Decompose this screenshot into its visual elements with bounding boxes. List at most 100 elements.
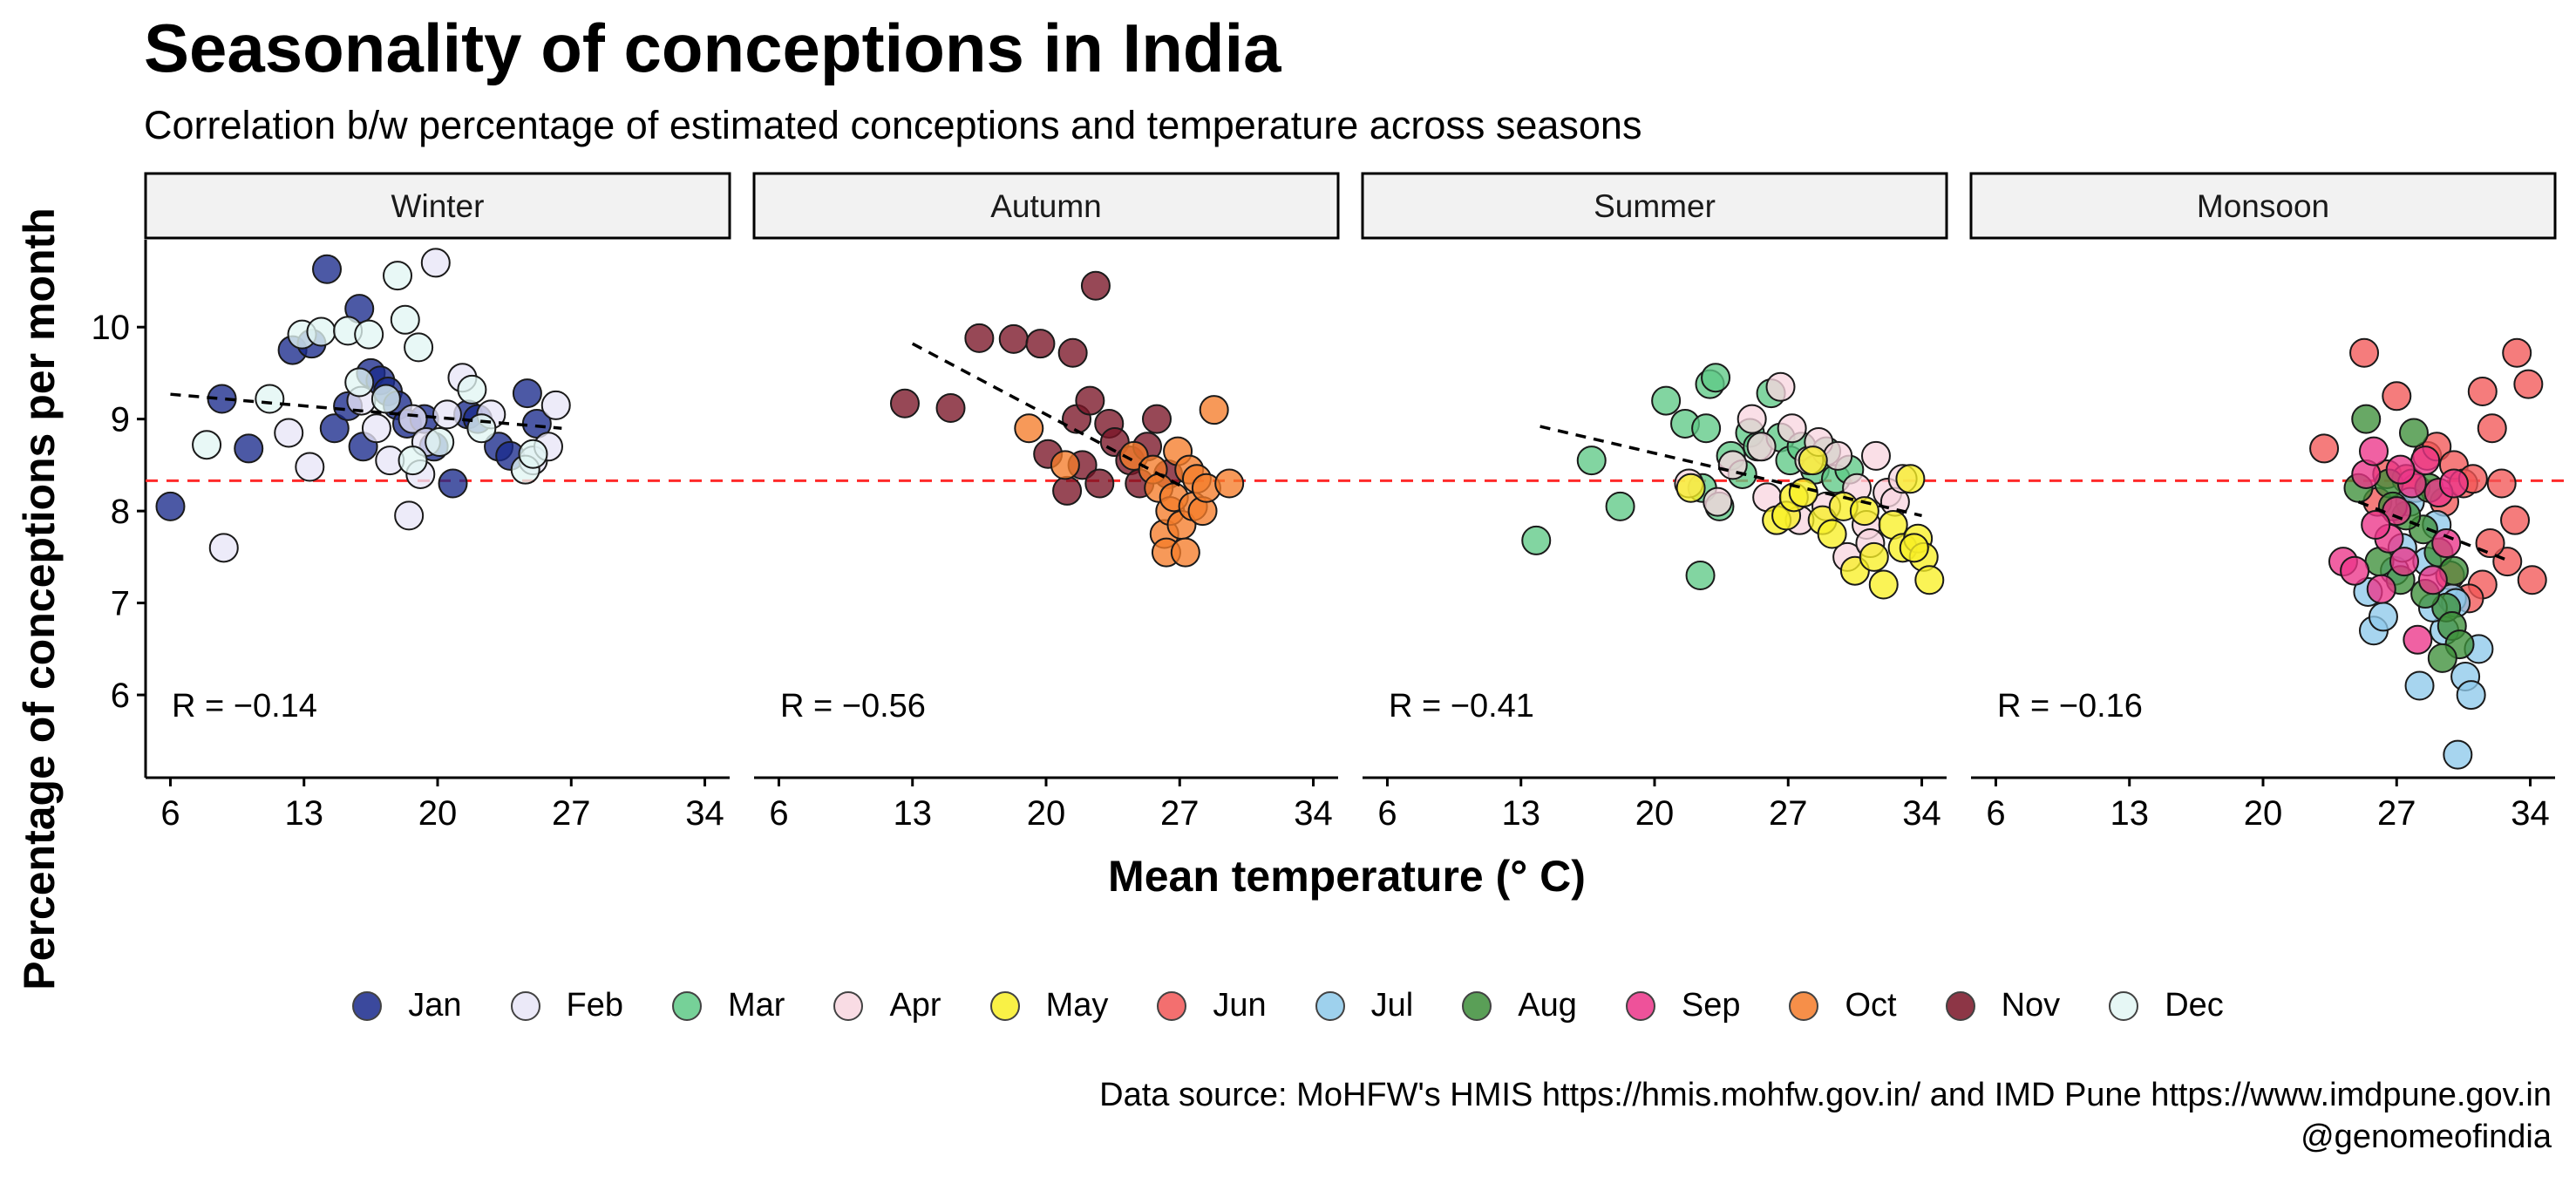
data-point-apr [1737, 404, 1767, 434]
data-point-nov [1025, 329, 1056, 359]
facet-panel-winter: Winter 6 13 20 27 34 R = −0.14 [144, 172, 731, 833]
data-point-feb [208, 533, 239, 563]
legend-swatch [2109, 990, 2139, 1021]
legend-item-jan: Jan [352, 987, 462, 1024]
data-point-feb [274, 418, 304, 448]
facet-strip [144, 172, 731, 240]
data-point-feb [394, 500, 425, 531]
data-point-apr [1823, 440, 1853, 471]
data-point-dec [383, 261, 413, 291]
legend-item-sep: Sep [1625, 987, 1741, 1024]
legend-item-apr: Apr [833, 987, 941, 1024]
data-point-apr [1703, 486, 1733, 517]
data-point-apr [1860, 440, 1891, 471]
legend-item-oct: Oct [1789, 987, 1897, 1024]
data-point-sep [2358, 436, 2389, 466]
data-point-sep [2340, 555, 2370, 586]
x-tick-label: 27 [1769, 794, 1808, 833]
legend-swatch [1315, 990, 1345, 1021]
chart-subtitle: Correlation b/w percentage of estimated … [144, 103, 1642, 147]
data-point-sep [2389, 547, 2420, 577]
data-point-dec [344, 367, 375, 398]
x-tick-label: 13 [2110, 794, 2149, 833]
x-tick-label: 6 [1986, 794, 2005, 833]
x-tick-label: 6 [1377, 794, 1397, 833]
legend-swatch [671, 990, 702, 1021]
x-tick-label: 20 [1027, 794, 1066, 833]
x-tick-label: 20 [418, 794, 458, 833]
trend-line [911, 342, 1181, 487]
data-point-sep [2385, 454, 2416, 485]
caption-source-line: Data source: MoHFW's HMIS https://hmis.m… [1099, 1077, 2552, 1113]
data-point-dec [354, 319, 384, 350]
chart-caption: Data source: MoHFW's HMIS https://hmis.m… [1099, 1074, 2552, 1158]
data-point-jun [2477, 413, 2507, 444]
data-point-dec [466, 413, 497, 444]
facet-panel-summer: Summer 6 13 20 27 34 R = −0.41 [1361, 172, 1948, 833]
x-axis-title: Mean temperature (° C) [1108, 852, 1586, 901]
y-tick-label: 6 [111, 677, 130, 715]
data-point-jun [2467, 377, 2498, 407]
data-point-dec [370, 384, 401, 414]
data-point-nov [964, 323, 995, 353]
data-point-jun [2513, 369, 2544, 399]
data-point-may [1849, 496, 1879, 527]
data-point-mar [1691, 413, 1722, 444]
data-point-sep [2366, 574, 2396, 604]
correlation-label: R = −0.16 [1997, 688, 2143, 725]
data-point-dec [306, 316, 336, 347]
legend-swatch [352, 990, 383, 1021]
data-point-feb [540, 390, 571, 420]
legend-label: Nov [2001, 987, 2061, 1024]
data-point-apr [1777, 413, 1807, 444]
correlation-label: R = −0.41 [1389, 688, 1534, 725]
legend-swatch [510, 990, 540, 1021]
x-tick-label: 13 [284, 794, 323, 833]
data-point-jan [312, 254, 343, 284]
legend-label: Dec [2165, 987, 2224, 1024]
data-point-sep [2417, 565, 2448, 595]
data-point-jun [2502, 337, 2532, 368]
y-tick-label: 9 [111, 401, 130, 439]
legend-swatch [1462, 990, 1492, 1021]
data-point-apr [1765, 371, 1796, 402]
legend-label: Apr [889, 987, 941, 1024]
data-point-may [1914, 565, 1945, 595]
data-point-dec [518, 439, 548, 469]
data-point-sep [2438, 468, 2469, 499]
x-tick-label: 27 [1160, 794, 1200, 833]
facet-strip [1969, 172, 2557, 240]
data-point-nov [1080, 270, 1111, 301]
facet-panel-autumn: Autumn 6 13 20 27 34 R = −0.56 [752, 172, 1340, 833]
legend-label: Oct [1845, 987, 1897, 1024]
data-point-may [1859, 541, 1889, 572]
data-point-dec [255, 384, 285, 414]
data-point-nov [1141, 404, 1172, 434]
data-point-may [1788, 478, 1818, 508]
data-point-sep [2403, 624, 2433, 655]
data-point-aug [2351, 404, 2382, 434]
x-tick-label: 27 [2377, 794, 2416, 833]
data-point-may [1868, 569, 1899, 600]
facet-strip-label: Autumn [990, 188, 1102, 224]
chart-title: Seasonality of conceptions in India [144, 10, 1281, 86]
data-point-aug [2398, 418, 2429, 448]
data-point-mar [1701, 363, 1731, 393]
data-point-oct [1050, 450, 1080, 480]
data-point-sep [2410, 446, 2441, 476]
data-point-oct [1214, 468, 1245, 499]
data-point-dec [390, 304, 420, 335]
x-tick-label: 27 [552, 794, 591, 833]
legend-label: Sep [1681, 987, 1741, 1024]
x-tick-label: 20 [1635, 794, 1675, 833]
correlation-label: R = −0.56 [780, 688, 926, 725]
data-point-feb [361, 413, 391, 444]
y-axis-title: Percentage of conceptions per month [15, 208, 64, 990]
legend-swatch [1789, 990, 1819, 1021]
data-point-nov [935, 393, 966, 424]
chart-legend: Jan Feb Mar Apr May Jun Jul Aug Sep Oct Nov Dec [0, 987, 2576, 1024]
data-point-jan [438, 468, 468, 499]
x-tick-label: 34 [1902, 794, 1941, 833]
data-point-aug [2427, 643, 2457, 673]
